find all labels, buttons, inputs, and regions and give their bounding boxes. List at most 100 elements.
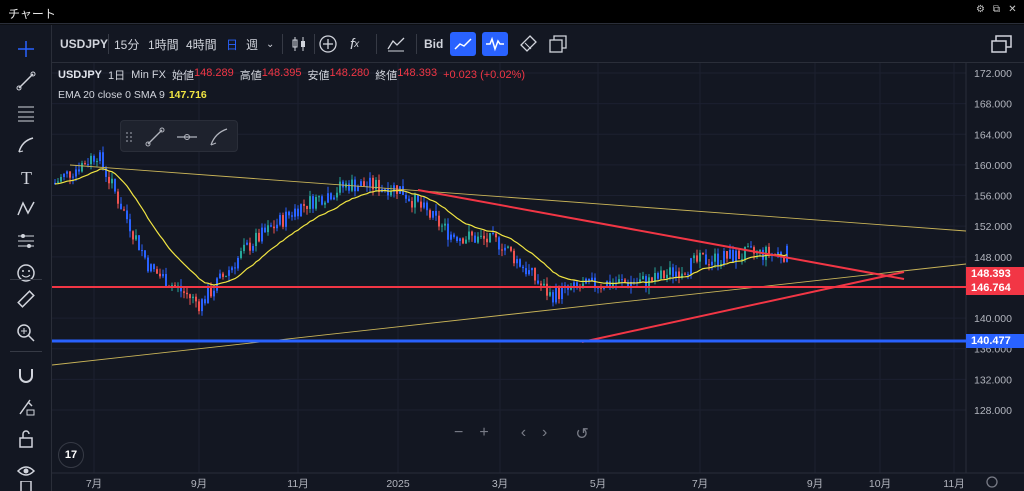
candle-body	[294, 208, 296, 217]
prediction-icon[interactable]	[0, 225, 52, 257]
zoom-in-plus-icon[interactable]: +	[479, 424, 489, 441]
candle-body	[225, 275, 227, 277]
pulse-icon[interactable]	[482, 32, 508, 56]
candle-body	[252, 246, 254, 251]
axis-settings-icon[interactable]	[986, 476, 998, 488]
triangle-lower-line[interactable]	[581, 271, 905, 343]
timeframe-1w[interactable]: 週	[246, 37, 259, 52]
multi-window-icon[interactable]	[990, 32, 1014, 56]
popout-icon[interactable]: ⧉	[992, 4, 1001, 15]
candle-body	[237, 257, 239, 269]
timeframe-1d[interactable]: 日	[226, 37, 239, 52]
add-compare-icon[interactable]	[318, 32, 338, 56]
trash-icon[interactable]	[0, 481, 52, 491]
indicator-label[interactable]: EMA 20 close 0 SMA 9	[58, 89, 165, 101]
scroll-right-icon[interactable]: ›	[542, 424, 548, 441]
upper-trendline-thin[interactable]	[69, 164, 967, 232]
trend-line-icon[interactable]	[0, 65, 52, 97]
candle-body	[231, 267, 233, 271]
lock-drawing-icon[interactable]	[0, 391, 52, 423]
candle-body	[378, 179, 380, 192]
candle-body	[129, 219, 131, 232]
candle-body	[534, 268, 536, 281]
trend-line-tool-icon[interactable]	[143, 125, 167, 149]
time-tick-label: 9月	[807, 478, 823, 490]
layout-icon[interactable]	[548, 32, 568, 56]
candle-body	[240, 251, 242, 258]
candle-body	[324, 202, 326, 205]
reset-icon[interactable]: ↺	[575, 426, 589, 443]
lower-trendline-thin[interactable]	[52, 263, 967, 366]
candle-body	[315, 197, 317, 209]
ruler-icon[interactable]	[0, 283, 52, 315]
price-tick-label: 164.000	[974, 129, 1012, 141]
candle-body	[267, 225, 269, 233]
candle-body	[459, 238, 461, 242]
candle-body	[627, 282, 629, 287]
scroll-left-icon[interactable]: ‹	[520, 424, 527, 441]
candles	[54, 146, 788, 316]
crosshair-icon[interactable]	[0, 33, 52, 65]
price-tick-label: 152.000	[974, 221, 1012, 233]
candle-body	[390, 191, 392, 196]
red-level-tag: 146.764	[966, 281, 1024, 295]
timeframe-15m[interactable]: 15分	[114, 37, 140, 52]
time-tick-label: 7月	[86, 478, 102, 490]
low-value: 148.280	[329, 67, 370, 79]
bid-toggle[interactable]: Bid	[424, 37, 444, 51]
zoom-in-icon[interactable]	[0, 317, 52, 349]
brush-icon[interactable]	[0, 129, 52, 161]
price-tick-label: 172.000	[974, 68, 1012, 80]
magnet-icon[interactable]	[0, 359, 52, 391]
candle-body	[738, 250, 740, 260]
fib-retracement-icon[interactable]	[0, 97, 52, 129]
candle-type-icon[interactable]	[290, 32, 308, 56]
price-tick-label: 132.000	[974, 374, 1012, 386]
legend-symbol[interactable]: USDJPY	[58, 69, 103, 81]
brush-tool-icon[interactable]	[207, 125, 231, 149]
brush-clear-icon[interactable]	[518, 32, 538, 56]
candle-body	[465, 239, 467, 244]
candle-body	[273, 226, 275, 229]
candle-body	[195, 296, 197, 302]
candle-body	[456, 236, 458, 242]
horizontal-line-tool-icon[interactable]	[175, 125, 199, 149]
candle-body	[258, 232, 260, 242]
lock-icon[interactable]	[0, 423, 52, 455]
emoji-icon[interactable]	[0, 257, 52, 289]
candle-body	[90, 155, 92, 165]
pattern-icon[interactable]	[0, 193, 52, 225]
timeframe-4h[interactable]: 4時間	[186, 37, 217, 52]
candle-body	[150, 264, 152, 272]
auto-scale-icon[interactable]	[450, 32, 476, 56]
candle-body	[189, 294, 191, 299]
triangle-upper-line[interactable]	[417, 189, 905, 280]
candle-body	[219, 273, 221, 279]
candle-body	[735, 250, 737, 263]
candle-body	[690, 258, 692, 275]
tradingview-logo[interactable]: 17	[58, 442, 84, 468]
candle-body	[507, 246, 509, 248]
candle-body	[69, 171, 71, 178]
templates-icon[interactable]	[386, 32, 406, 56]
candle-body	[561, 287, 563, 300]
drag-handle-icon[interactable]	[125, 125, 133, 149]
candle-body	[249, 242, 251, 251]
candle-body	[282, 215, 284, 227]
close-icon[interactable]: ✕	[1008, 4, 1017, 15]
candle-body	[369, 177, 371, 187]
candle-body	[213, 290, 215, 297]
zoom-out-icon[interactable]: −	[454, 424, 464, 441]
candle-body	[573, 282, 575, 287]
eye-icon[interactable]	[0, 455, 52, 487]
settings-icon[interactable]: ⚙	[976, 4, 985, 15]
symbol-selector[interactable]: USDJPY	[60, 37, 109, 51]
timeframe-1h[interactable]: 1時間	[148, 37, 179, 52]
text-icon[interactable]: T	[0, 161, 52, 193]
candle-body	[606, 281, 608, 288]
candle-body	[693, 255, 695, 259]
candle-body	[612, 283, 614, 287]
chevron-down-icon[interactable]: ⌄	[266, 38, 275, 50]
candle-body	[99, 152, 101, 162]
